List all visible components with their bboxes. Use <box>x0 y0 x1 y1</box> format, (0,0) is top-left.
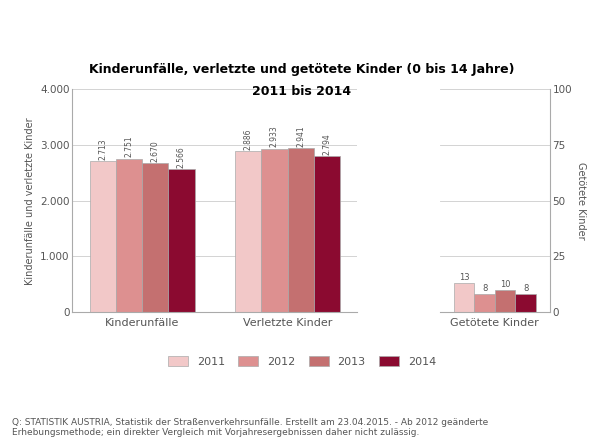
Text: 8: 8 <box>482 284 487 293</box>
Bar <box>515 294 536 312</box>
Y-axis label: Getötete Kinder: Getötete Kinder <box>576 162 586 240</box>
Bar <box>262 149 288 312</box>
Text: 2011 bis 2014: 2011 bis 2014 <box>252 85 352 98</box>
Bar <box>235 151 262 312</box>
Bar <box>495 290 515 312</box>
Legend: 2011, 2012, 2013, 2014: 2011, 2012, 2013, 2014 <box>164 351 440 372</box>
Text: 2.670: 2.670 <box>151 140 160 162</box>
Bar <box>116 159 142 312</box>
Text: 2.886: 2.886 <box>244 128 253 150</box>
Bar <box>169 169 194 312</box>
Bar <box>313 157 340 312</box>
Text: 10: 10 <box>500 280 510 289</box>
Text: 2.566: 2.566 <box>177 146 186 168</box>
Text: Q: STATISTIK AUSTRIA, Statistik der Straßenverkehrsunfälle. Erstellt am 23.04.20: Q: STATISTIK AUSTRIA, Statistik der Stra… <box>12 418 488 437</box>
Text: 2.751: 2.751 <box>124 136 133 157</box>
Text: 2.794: 2.794 <box>323 133 331 155</box>
Bar <box>142 163 169 312</box>
Bar <box>454 283 474 312</box>
Text: Kinderunfälle, verletzte und getötete Kinder (0 bis 14 Jahre): Kinderunfälle, verletzte und getötete Ki… <box>89 63 515 76</box>
Text: 13: 13 <box>459 273 469 282</box>
Bar <box>288 148 313 312</box>
Y-axis label: Kinderunfälle und verletzte Kinder: Kinderunfälle und verletzte Kinder <box>25 117 34 285</box>
Text: 2.933: 2.933 <box>270 125 279 147</box>
Bar <box>90 161 116 312</box>
Bar <box>474 294 495 312</box>
Text: 2.713: 2.713 <box>98 138 108 160</box>
Text: 2.941: 2.941 <box>296 125 305 147</box>
Text: 8: 8 <box>523 284 528 293</box>
